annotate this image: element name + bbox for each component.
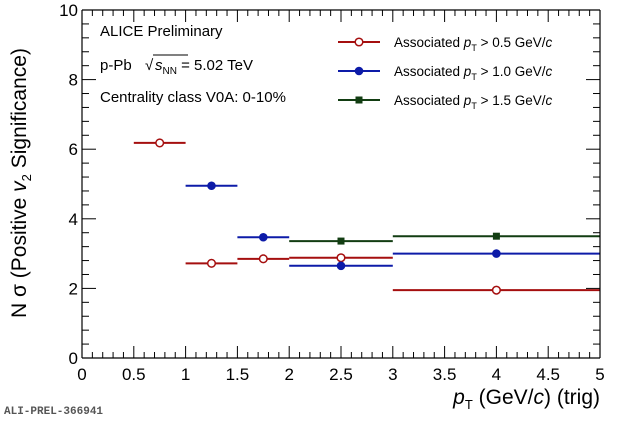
legend-marker-1 — [354, 66, 364, 76]
x-tick-label: 3.5 — [433, 365, 457, 384]
legend-marker-0 — [354, 37, 364, 47]
x-tick-label: 2.5 — [329, 365, 353, 384]
legend: Associated pT > 0.5 GeV/c Associated pT … — [338, 35, 552, 111]
y-tick-label: 2 — [69, 279, 78, 298]
series-0-point-1 — [206, 258, 217, 268]
series-1-point-0 — [207, 181, 216, 191]
series-0-point-0 — [155, 138, 165, 148]
series-1 — [185, 181, 600, 271]
x-tick-label: 2 — [284, 365, 293, 384]
series-0-point-4 — [491, 285, 501, 295]
svg-text:Associated pT > 0.5 GeV/c: Associated pT > 0.5 GeV/c — [394, 35, 552, 53]
annotation-collision-system: p-Pb √ sNN = 5.02 TeV — [100, 54, 253, 77]
sqrt-symbol: √ — [145, 57, 154, 74]
x-tick-labels: 0 0.5 1 1.5 2 2.5 3 3.5 4 4.5 5 — [77, 365, 604, 384]
x-tick-label: 0.5 — [122, 365, 146, 384]
annotation-alice-preliminary: ALICE Preliminary — [100, 23, 223, 40]
series-1-point-2 — [336, 261, 346, 271]
series-0-point-2 — [258, 254, 268, 264]
svg-text:p-Pb: p-Pb — [100, 57, 132, 74]
annotation-centrality: Centrality class V0A: 0-10% — [100, 89, 286, 106]
svg-text:sNN = 5.02 TeV: sNN = 5.02 TeV — [155, 57, 253, 77]
series-2-point-0 — [337, 237, 345, 245]
legend-entry-1: Associated pT > 1.0 GeV/c — [338, 64, 552, 82]
x-tick-label: 0 — [77, 365, 86, 384]
y-axis-title: N σ (Positive v2 Significance) — [8, 48, 34, 318]
y-tick-label: 10 — [59, 1, 78, 20]
svg-text:Associated pT > 1.0 GeV/c: Associated pT > 1.0 GeV/c — [394, 64, 552, 82]
series-1-point-1 — [259, 232, 268, 242]
legend-entry-2: Associated pT > 1.5 GeV/c — [338, 93, 552, 111]
y-tick-label: 0 — [69, 349, 78, 368]
legend-marker-2 — [355, 96, 363, 104]
y-tick-label: 6 — [69, 140, 78, 159]
x-tick-label: 5 — [595, 365, 604, 384]
x-tick-label: 3 — [388, 365, 397, 384]
series-2-point-1 — [492, 232, 500, 240]
svg-text:Associated pT > 1.5 GeV/c: Associated pT > 1.5 GeV/c — [394, 93, 552, 111]
y-tick-label: 8 — [69, 71, 78, 90]
x-tick-label: 1 — [181, 365, 190, 384]
series-0-point-3 — [336, 253, 346, 263]
series-2 — [289, 232, 600, 245]
y-tick-labels: 0 2 4 6 8 10 — [59, 1, 78, 368]
series-0 — [133, 138, 600, 295]
legend-entry-0: Associated pT > 0.5 GeV/c — [338, 35, 552, 53]
x-axis-title: pT (GeV/c) (trig) — [452, 386, 600, 412]
series-layer — [133, 138, 600, 295]
preliminary-id: ALI-PREL-366941 — [4, 406, 104, 418]
x-tick-label: 1.5 — [226, 365, 250, 384]
series-1-point-3 — [492, 249, 501, 258]
x-tick-label: 4.5 — [536, 365, 560, 384]
y-tick-label: 4 — [69, 210, 78, 229]
x-tick-label: 4 — [492, 365, 501, 384]
